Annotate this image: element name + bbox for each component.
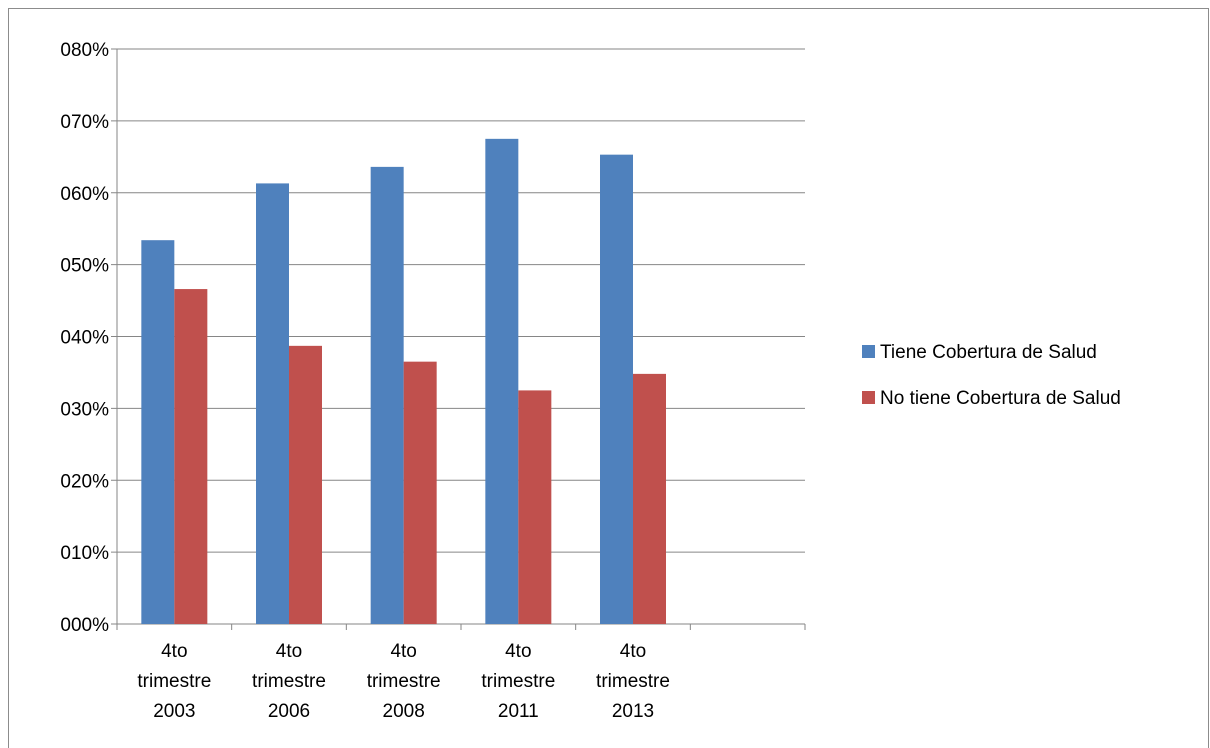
bar-no-tiene-cobertura: [403, 361, 437, 624]
bar-tiene-cobertura: [600, 154, 633, 624]
y-axis: 000% 010% 020% 030% 040% 050% 060% 070% 080%: [60, 40, 118, 636]
gridlines: [117, 48, 805, 553]
legend-label: Tiene Cobertura de Salud: [880, 342, 1097, 363]
bar-no-tiene-cobertura: [174, 289, 208, 624]
bar-no-tiene-cobertura: [518, 390, 552, 624]
y-tick-label: 010%: [60, 543, 109, 564]
x-tick-label: 4to trimestre 2011: [481, 641, 555, 722]
bar-no-tiene-cobertura: [289, 345, 322, 624]
x-tick-label: 4to trimestre 2003: [137, 641, 211, 722]
x-tick-label: 4to trimestre 2013: [596, 641, 670, 722]
legend-swatch: [862, 391, 875, 404]
bar-tiene-cobertura: [141, 240, 175, 624]
x-axis: 4to trimestre 2003 4to trimestre 2006 4to trime…: [116, 623, 806, 722]
y-tick-label: 030%: [60, 399, 109, 420]
y-tick-label: 050%: [60, 256, 109, 277]
bar-tiene-cobertura: [485, 138, 519, 624]
y-tick-label: 060%: [60, 184, 109, 205]
bar-no-tiene-cobertura: [633, 373, 666, 624]
bar-tiene-cobertura: [370, 166, 404, 624]
y-tick-label: 080%: [60, 40, 109, 61]
x-tick-label: 4to trimestre 2008: [367, 641, 441, 722]
bar-tiene-cobertura: [256, 183, 289, 624]
y-tick-label: 040%: [60, 328, 109, 349]
bars: [141, 138, 666, 624]
y-tick-label: 020%: [60, 471, 109, 492]
y-tick-label: 000%: [60, 615, 109, 636]
legend-label: No tiene Cobertura de Salud: [880, 388, 1121, 409]
legend: Tiene Cobertura de Salud No tiene Cobertu…: [862, 342, 1121, 409]
x-tick-label: 4to trimestre 2006: [252, 641, 326, 722]
y-tick-label: 070%: [60, 112, 109, 133]
legend-swatch: [862, 345, 875, 358]
